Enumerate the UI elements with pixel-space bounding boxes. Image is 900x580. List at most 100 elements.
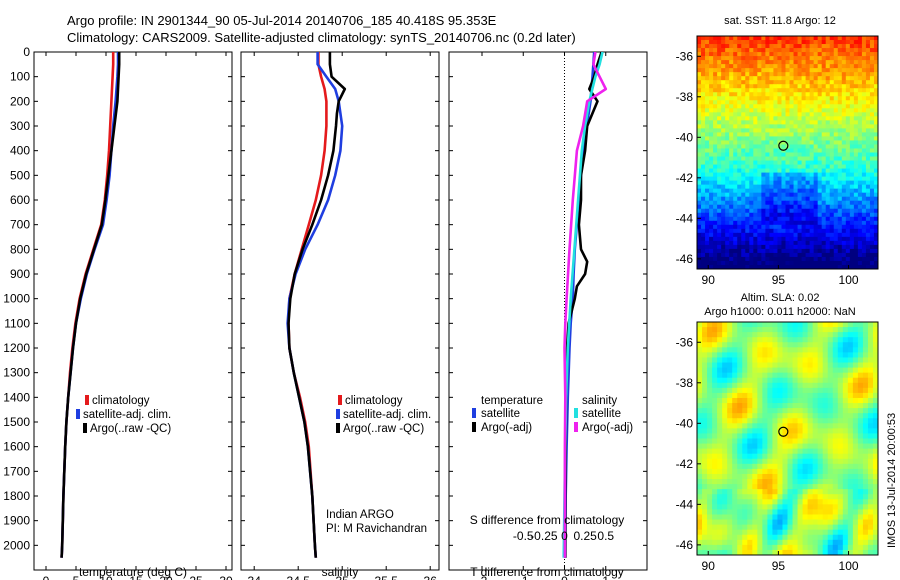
- heatmap-cell: [825, 40, 831, 45]
- heatmap-cell: [762, 372, 768, 379]
- heatmap-cell: [729, 124, 734, 129]
- heatmap-cell: [841, 220, 847, 226]
- heatmap-cell: [773, 196, 778, 202]
- heatmap-cell: [797, 372, 804, 379]
- heatmap-cell: [729, 176, 734, 182]
- heatmap-cell: [837, 44, 843, 49]
- heatmap-cell: [733, 72, 738, 77]
- heatmap-cell: [752, 418, 758, 424]
- heatmap-cell: [701, 144, 706, 149]
- heatmap-cell: [741, 144, 746, 149]
- heatmap-cell: [777, 479, 783, 485]
- heatmap-cell: [717, 132, 722, 137]
- heatmap-cell: [873, 136, 878, 141]
- heatmap-cell: [762, 484, 768, 490]
- heatmap-cell: [822, 484, 829, 490]
- heatmap-cell: [842, 332, 849, 338]
- heatmap-cell: [717, 60, 722, 65]
- x-tick-label: 0: [561, 574, 568, 580]
- heatmap-cell: [817, 160, 823, 166]
- heatmap-cell: [861, 80, 867, 85]
- heatmap-cell: [773, 76, 778, 81]
- heatmap-cell: [717, 80, 722, 85]
- heatmap-cell: [813, 68, 819, 73]
- heatmap-cell: [732, 494, 738, 500]
- heatmap-cell: [722, 372, 728, 379]
- heatmap-cell: [765, 224, 770, 230]
- heatmap-cell: [827, 539, 834, 546]
- heatmap-cell: [742, 433, 748, 439]
- heatmap-cell: [817, 168, 823, 174]
- heatmap-cell: [717, 332, 723, 338]
- heatmap-cell: [862, 468, 869, 475]
- heatmap-cell: [821, 208, 827, 214]
- heatmap-cell: [697, 236, 702, 242]
- heatmap-cell: [847, 362, 854, 369]
- heatmap-cell: [769, 128, 774, 133]
- heatmap-cell: [793, 220, 799, 226]
- heatmap-cell: [742, 403, 748, 409]
- heatmap-cell: [769, 152, 774, 158]
- y-tick-label: -38: [676, 376, 694, 390]
- heatmap-cell: [697, 156, 702, 162]
- heatmap-cell: [862, 387, 869, 394]
- heatmap-cell: [817, 44, 823, 49]
- heatmap-cell: [752, 337, 758, 343]
- heatmap-cell: [849, 224, 855, 230]
- heatmap-cell: [697, 549, 703, 555]
- heatmap-cell: [862, 458, 869, 465]
- heatmap-cell: [797, 220, 803, 226]
- heatmap-cell: [732, 382, 738, 389]
- heatmap-cell: [817, 529, 824, 536]
- heatmap-cell: [773, 260, 778, 266]
- heatmap-cell: [822, 352, 829, 358]
- heatmap-cell: [812, 372, 819, 379]
- heatmap-cell: [842, 367, 849, 374]
- heatmap-cell: [717, 56, 722, 61]
- heatmap-cell: [801, 252, 807, 258]
- heatmap-cell: [772, 448, 778, 455]
- heatmap-cell: [813, 76, 819, 81]
- heatmap-cell: [709, 104, 714, 109]
- heatmap-cell: [817, 539, 824, 546]
- heatmap-cell: [725, 68, 730, 73]
- heatmap-cell: [857, 144, 863, 149]
- heatmap-cell: [785, 216, 791, 222]
- heatmap-cell: [872, 372, 878, 379]
- heatmap-cell: [737, 96, 742, 101]
- heatmap-cell: [729, 220, 734, 226]
- heatmap-cell: [753, 180, 758, 186]
- heatmap-cell: [867, 494, 874, 500]
- temperature-plot: 0510152025300100200300400500600700800900…: [3, 45, 233, 580]
- heatmap-cell: [847, 387, 854, 394]
- heatmap-cell: [765, 176, 770, 182]
- heatmap-cell: [822, 392, 829, 399]
- heatmap-cell: [809, 100, 815, 105]
- heatmap-cell: [829, 84, 835, 89]
- heatmap-cell: [813, 96, 819, 101]
- heatmap-cell: [837, 100, 843, 105]
- heatmap-cell: [792, 509, 799, 515]
- heatmap-cell: [753, 204, 758, 210]
- heatmap-cell: [827, 423, 834, 429]
- heatmap-cell: [705, 68, 710, 73]
- heatmap-cell: [817, 357, 824, 364]
- heatmap-cell: [767, 519, 773, 526]
- heatmap-cell: [812, 494, 819, 500]
- heatmap-cell: [721, 136, 726, 141]
- heatmap-cell: [762, 347, 768, 353]
- heatmap-cell: [737, 152, 742, 158]
- heatmap-cell: [705, 56, 710, 61]
- heatmap-cell: [749, 148, 754, 153]
- heatmap-cell: [837, 413, 844, 419]
- heatmap-cell: [862, 519, 869, 526]
- heatmap-cell: [861, 256, 867, 262]
- heatmap-cell: [725, 216, 730, 222]
- heatmap-cell: [801, 96, 807, 101]
- heatmap-cell: [849, 216, 855, 222]
- heatmap-cell: [717, 40, 722, 45]
- heatmap-cell: [707, 509, 713, 515]
- heatmap-cell: [773, 152, 778, 158]
- heatmap-cell: [817, 120, 823, 125]
- heatmap-cell: [697, 144, 702, 149]
